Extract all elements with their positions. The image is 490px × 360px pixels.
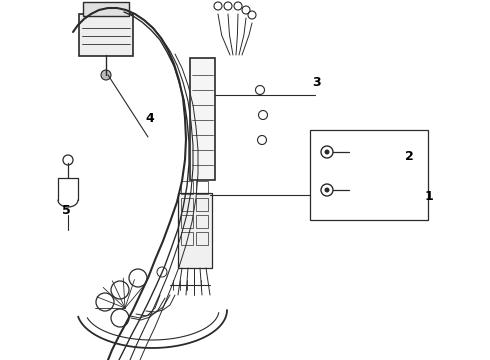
Text: 3: 3 — [312, 76, 320, 89]
Text: 1: 1 — [424, 190, 433, 203]
Bar — [181, 198, 193, 211]
Bar — [181, 181, 193, 194]
Bar — [181, 215, 193, 228]
Text: 4: 4 — [145, 112, 154, 125]
Bar — [181, 232, 193, 245]
Polygon shape — [190, 58, 215, 180]
Bar — [196, 215, 208, 228]
Circle shape — [324, 149, 329, 154]
Bar — [196, 181, 208, 194]
Bar — [196, 198, 208, 211]
FancyBboxPatch shape — [79, 14, 133, 56]
FancyBboxPatch shape — [83, 2, 129, 16]
Bar — [178, 193, 212, 268]
Text: 5: 5 — [62, 204, 71, 217]
Bar — [310, 130, 428, 220]
Text: 2: 2 — [405, 150, 414, 163]
Circle shape — [101, 70, 111, 80]
Bar — [196, 232, 208, 245]
Circle shape — [324, 188, 329, 193]
